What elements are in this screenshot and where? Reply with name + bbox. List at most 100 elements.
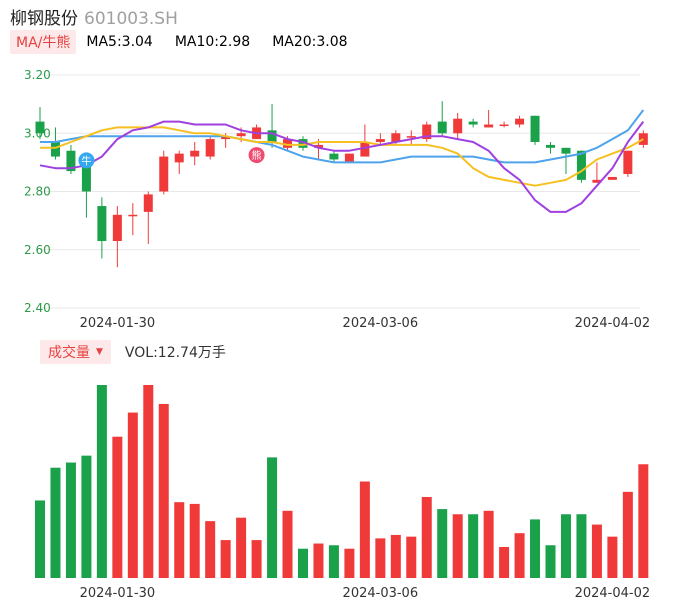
volume-bar bbox=[530, 519, 541, 578]
candle-body bbox=[453, 118, 463, 134]
candle bbox=[406, 130, 416, 145]
moving-average-lines bbox=[39, 109, 645, 213]
volume-bar bbox=[622, 491, 633, 578]
candle-body bbox=[128, 214, 138, 217]
candle-body bbox=[422, 124, 432, 140]
candle bbox=[329, 150, 339, 163]
candle bbox=[530, 115, 540, 145]
candle-body bbox=[97, 206, 107, 242]
candle-body bbox=[190, 150, 200, 157]
candle-body bbox=[205, 139, 215, 157]
y-tick-label: 3.20 bbox=[24, 68, 51, 82]
candlestick-series bbox=[35, 101, 648, 268]
candle-body bbox=[499, 124, 509, 127]
volume-bar bbox=[499, 546, 510, 578]
candle-body bbox=[391, 133, 401, 142]
x-tick-label: 2024-04-02 bbox=[575, 316, 651, 331]
ma20-label: MA20:3.08 bbox=[272, 34, 348, 50]
volume-bar bbox=[65, 462, 76, 578]
volume-selector-label: 成交量 bbox=[48, 345, 90, 361]
volume-bar bbox=[576, 514, 587, 578]
candle-body bbox=[592, 179, 602, 183]
candle-body bbox=[360, 141, 370, 157]
volume-bar bbox=[437, 509, 448, 578]
volume-bar bbox=[390, 534, 401, 578]
volume-bar bbox=[359, 481, 370, 578]
volume-bar bbox=[143, 385, 154, 578]
volume-indicator-selector[interactable]: 成交量 ▼ bbox=[40, 340, 111, 364]
candle-body bbox=[174, 153, 184, 163]
candle-body bbox=[576, 150, 586, 180]
candle bbox=[50, 127, 60, 160]
candle-body bbox=[515, 118, 525, 125]
candle-body bbox=[236, 133, 246, 137]
volume-bar bbox=[560, 514, 571, 578]
candle bbox=[375, 133, 385, 145]
candle-body bbox=[468, 121, 478, 125]
marker-circle bbox=[248, 147, 265, 164]
candle bbox=[81, 162, 91, 218]
bull-marker-icon[interactable]: 牛 bbox=[78, 152, 95, 169]
candle bbox=[128, 203, 138, 236]
candle bbox=[437, 101, 447, 137]
candle-body bbox=[283, 139, 293, 148]
ma10-label: MA10:2.98 bbox=[174, 34, 251, 50]
candle bbox=[638, 130, 648, 148]
volume-bar bbox=[638, 464, 649, 578]
stock-header: 柳钢股份 601003.SH bbox=[10, 4, 178, 29]
volume-bar bbox=[81, 455, 92, 578]
marker-glyph: 牛 bbox=[81, 154, 91, 167]
candle bbox=[623, 150, 633, 177]
candle bbox=[607, 176, 617, 180]
volume-bar bbox=[468, 514, 479, 578]
candle bbox=[205, 136, 215, 160]
candle bbox=[592, 162, 602, 183]
candle-body bbox=[530, 115, 540, 142]
volume-bar bbox=[35, 500, 45, 578]
stock-name: 柳钢股份 bbox=[10, 9, 78, 29]
ma-indicator-selector[interactable]: MA/牛熊 bbox=[10, 30, 77, 54]
volume-bar bbox=[591, 524, 602, 578]
signal-markers: 牛熊 bbox=[78, 147, 265, 169]
candle bbox=[35, 107, 45, 140]
candle bbox=[484, 109, 494, 128]
volume-bar bbox=[158, 403, 169, 578]
volume-bar bbox=[607, 536, 618, 578]
volume-bar bbox=[344, 548, 355, 578]
candle bbox=[344, 153, 354, 163]
candle-body bbox=[298, 139, 308, 148]
candle bbox=[499, 121, 509, 128]
y-tick-label: 2.60 bbox=[24, 243, 51, 257]
volume-bar bbox=[112, 436, 123, 578]
candle bbox=[159, 150, 169, 195]
volume-bar bbox=[421, 497, 432, 578]
price-date-axis: 2024-01-30 2024-03-06 2024-04-02 bbox=[80, 316, 651, 331]
candle-body bbox=[329, 153, 339, 160]
candle bbox=[267, 104, 277, 148]
candle bbox=[360, 124, 370, 157]
volume-bar bbox=[189, 503, 200, 578]
candle-body bbox=[406, 136, 416, 138]
candle-body bbox=[561, 147, 571, 154]
volume-bar bbox=[220, 540, 231, 578]
candle-body bbox=[437, 121, 447, 134]
volume-bar bbox=[282, 510, 293, 578]
volume-bar bbox=[50, 467, 61, 578]
volume-x-tick-label: 2024-04-02 bbox=[575, 586, 651, 601]
candle-body bbox=[607, 176, 617, 180]
bear-marker-icon[interactable]: 熊 bbox=[248, 147, 265, 164]
volume-bar bbox=[514, 533, 525, 578]
volume-x-tick-label: 2024-01-30 bbox=[80, 586, 156, 601]
ma-indicator-bar: MA/牛熊 MA5:3.04 MA10:2.98 MA20:3.08 bbox=[10, 30, 348, 54]
volume-bar bbox=[545, 545, 556, 578]
stock-code: 601003.SH bbox=[84, 9, 178, 29]
candle-body bbox=[35, 121, 45, 134]
candle-body bbox=[221, 136, 231, 140]
candle bbox=[298, 136, 308, 151]
candle bbox=[66, 144, 76, 175]
candle-body bbox=[81, 165, 91, 192]
candle-body bbox=[638, 133, 648, 145]
volume-bar bbox=[267, 457, 278, 578]
candle bbox=[576, 150, 586, 183]
